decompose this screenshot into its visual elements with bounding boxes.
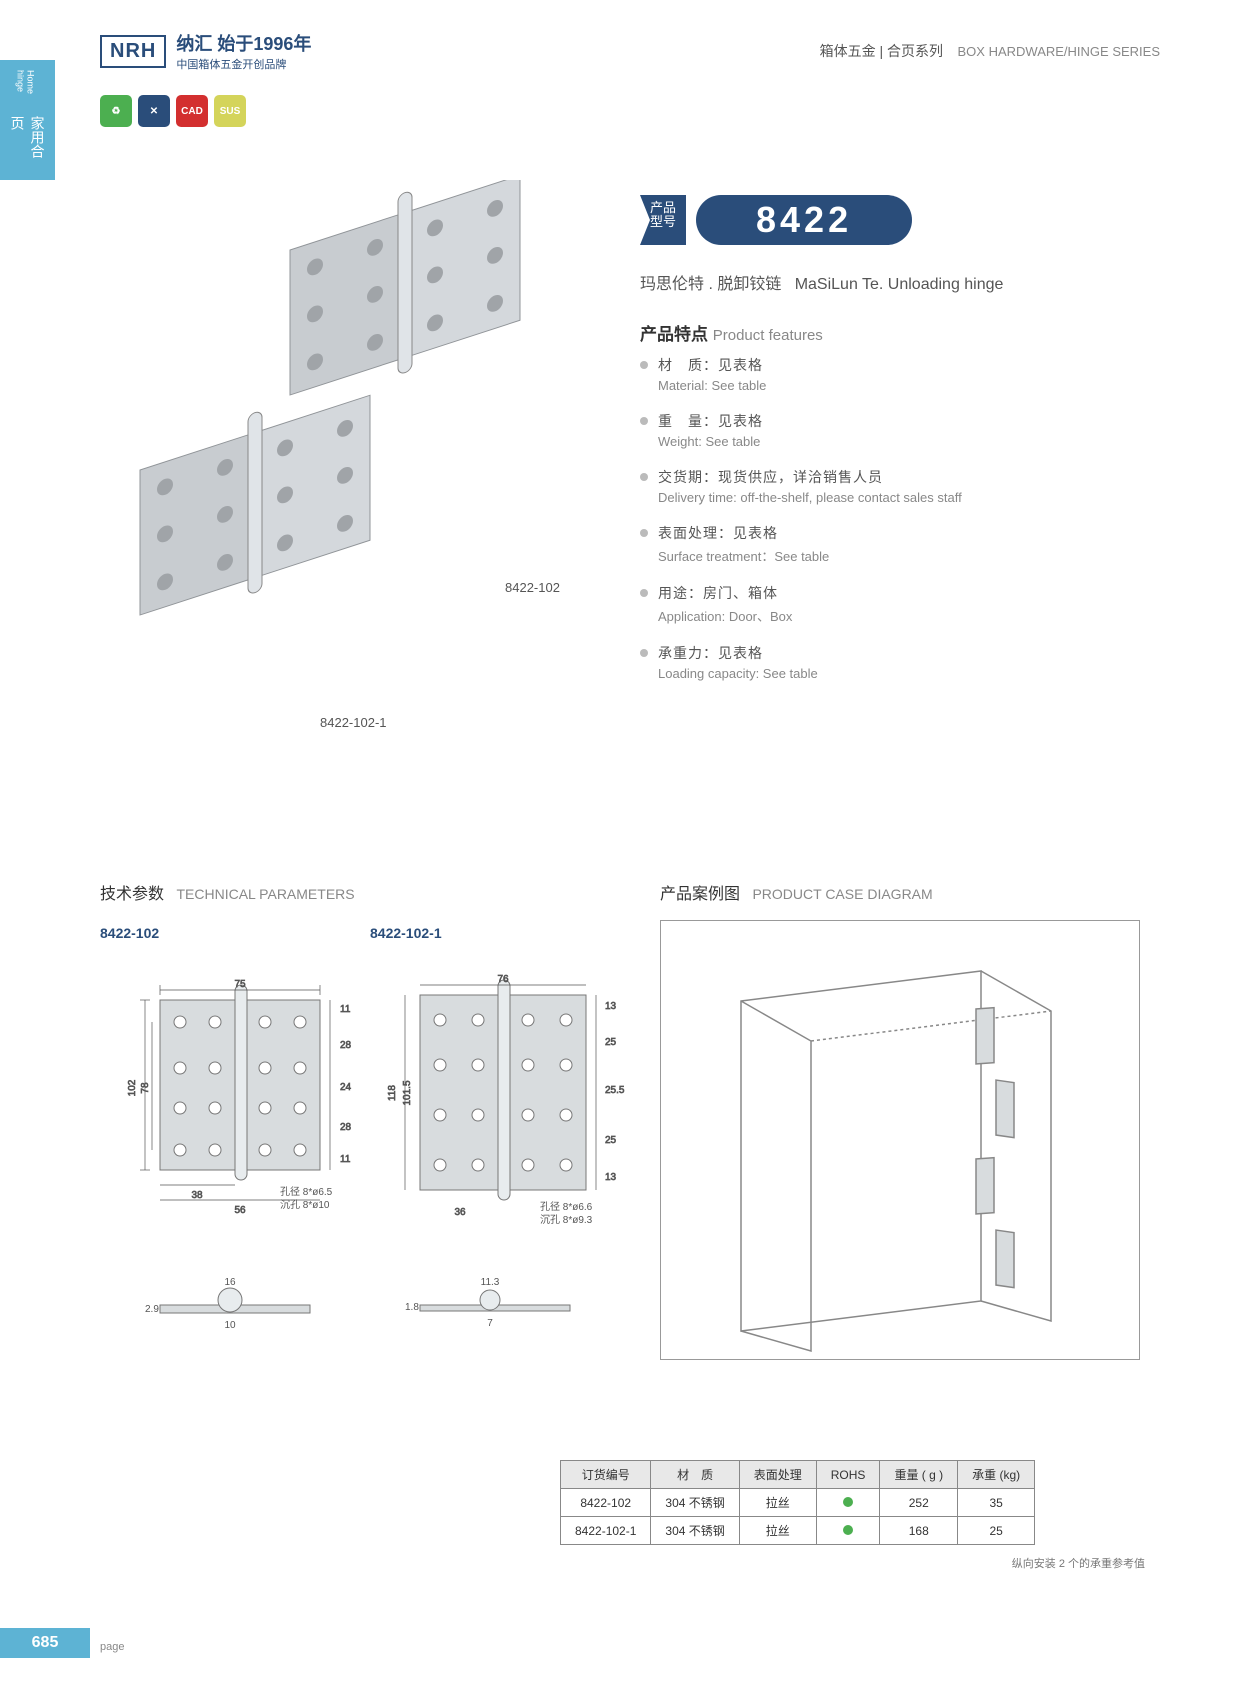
svg-text:1.8: 1.8 <box>405 1302 419 1313</box>
header-category: 箱体五金 | 合页系列 BOX HARDWARE/HINGE SERIES <box>820 41 1160 61</box>
svg-text:11.3: 11.3 <box>481 1277 500 1288</box>
svg-text:36: 36 <box>454 1207 466 1218</box>
svg-text:7: 7 <box>487 1318 493 1329</box>
case-diagram-title: 产品案例图 PRODUCT CASE DIAGRAM <box>660 880 933 904</box>
svg-text:24: 24 <box>340 1082 352 1093</box>
svg-text:13: 13 <box>605 1172 617 1183</box>
feature-item: 用途：房门、箱体Application: Door、Box <box>640 583 1160 625</box>
badge-cad-icon: CAD <box>176 95 208 127</box>
side-tab: Home hinge 家用合页 <box>0 60 55 180</box>
table-header: 重量 ( g ) <box>880 1461 958 1489</box>
features-list: 材 质：见表格Material: See table 重 量：见表格Weight:… <box>640 355 1160 699</box>
product-image-label-a: 8422-102 <box>505 580 560 595</box>
logo-text: 纳汇 始于1996年 中国箱体五金开创品牌 <box>176 30 311 72</box>
product-number-group: 产品型号 8422 <box>640 195 912 245</box>
table-header: 订货编号 <box>561 1461 651 1489</box>
svg-text:2.9: 2.9 <box>145 1304 159 1315</box>
table-row: 8422-102304 不锈钢拉丝25235 <box>561 1489 1035 1517</box>
page-number: 685 <box>0 1628 90 1658</box>
table-row: 8422-102-1304 不锈钢拉丝16825 <box>561 1517 1035 1545</box>
logo-group: NRH 纳汇 始于1996年 中国箱体五金开创品牌 <box>100 30 311 72</box>
svg-text:118: 118 <box>387 1085 398 1101</box>
diagram-label-b: 8422-102-1 <box>370 925 442 941</box>
product-image-area: 8422-102 8422-102-1 <box>120 180 570 660</box>
rohs-dot-icon <box>843 1497 853 1507</box>
table-header: 材 质 <box>651 1461 739 1489</box>
svg-text:25: 25 <box>605 1037 617 1048</box>
product-case-diagram <box>660 920 1140 1360</box>
rohs-dot-icon <box>843 1525 853 1535</box>
product-number-label: 产品型号 <box>640 195 686 245</box>
svg-text:16: 16 <box>224 1277 236 1288</box>
diagram-label-a: 8422-102 <box>100 925 159 941</box>
table-note: 纵向安装 2 个的承重参考值 <box>1012 1555 1145 1571</box>
svg-text:孔径 8*ø6.6: 孔径 8*ø6.6 <box>540 1200 593 1213</box>
svg-text:75: 75 <box>234 979 246 990</box>
badge-tool-icon: ✕ <box>138 95 170 127</box>
svg-text:10: 10 <box>224 1320 236 1331</box>
product-number: 8422 <box>696 195 912 245</box>
specification-table: 订货编号材 质表面处理ROHS重量 ( g )承重 (kg) 8422-1023… <box>560 1460 1035 1545</box>
product-name: 玛思伦特 . 脱卸铰链 MaSiLun Te. Unloading hinge <box>640 270 1003 294</box>
features-title: 产品特点 Product features <box>640 320 823 345</box>
table-header: ROHS <box>816 1461 880 1489</box>
logo-sub: 中国箱体五金开创品牌 <box>176 56 311 72</box>
technical-params-title: 技术参数 TECHNICAL PARAMETERS <box>100 880 355 904</box>
svg-text:孔径 8*ø6.5: 孔径 8*ø6.5 <box>280 1185 333 1198</box>
feature-item: 重 量：见表格Weight: See table <box>640 411 1160 449</box>
svg-text:25: 25 <box>605 1135 617 1146</box>
feature-item: 材 质：见表格Material: See table <box>640 355 1160 393</box>
page-label: page <box>100 1641 124 1653</box>
svg-text:38: 38 <box>191 1190 203 1201</box>
svg-text:沉孔 8*ø9.3: 沉孔 8*ø9.3 <box>540 1213 593 1226</box>
svg-text:56: 56 <box>234 1205 246 1216</box>
page-header: NRH 纳汇 始于1996年 中国箱体五金开创品牌 箱体五金 | 合页系列 BO… <box>100 30 1160 72</box>
badge-sus-icon: SUS <box>214 95 246 127</box>
logo-mark: NRH <box>100 35 166 68</box>
badge-row: ♻ ✕ CAD SUS <box>100 95 246 127</box>
svg-text:11: 11 <box>340 1154 351 1165</box>
svg-text:11: 11 <box>340 1004 351 1015</box>
svg-text:沉孔 8*ø10: 沉孔 8*ø10 <box>280 1198 330 1211</box>
svg-text:28: 28 <box>340 1040 352 1051</box>
svg-text:76: 76 <box>497 974 509 985</box>
table-header: 承重 (kg) <box>958 1461 1035 1489</box>
feature-item: 表面处理：见表格Surface treatment：See table <box>640 523 1160 565</box>
feature-item: 交货期：现货供应，详洽销售人员Delivery time: off-the-sh… <box>640 467 1160 505</box>
svg-text:25.5: 25.5 <box>605 1085 625 1096</box>
product-image-label-b: 8422-102-1 <box>320 715 387 730</box>
technical-diagrams: 75 102 78 11 28 24 28 11 38 56 孔径 8*ø6.5… <box>100 950 630 1400</box>
svg-text:101.5: 101.5 <box>402 1080 413 1105</box>
table-header: 表面处理 <box>739 1461 816 1489</box>
svg-text:78: 78 <box>140 1082 151 1094</box>
svg-text:13: 13 <box>605 1001 617 1012</box>
svg-text:102: 102 <box>127 1079 138 1096</box>
badge-eco-icon: ♻ <box>100 95 132 127</box>
logo-cn: 纳汇 始于1996年 <box>176 30 311 56</box>
svg-text:28: 28 <box>340 1122 352 1133</box>
feature-item: 承重力：见表格Loading capacity: See table <box>640 643 1160 681</box>
